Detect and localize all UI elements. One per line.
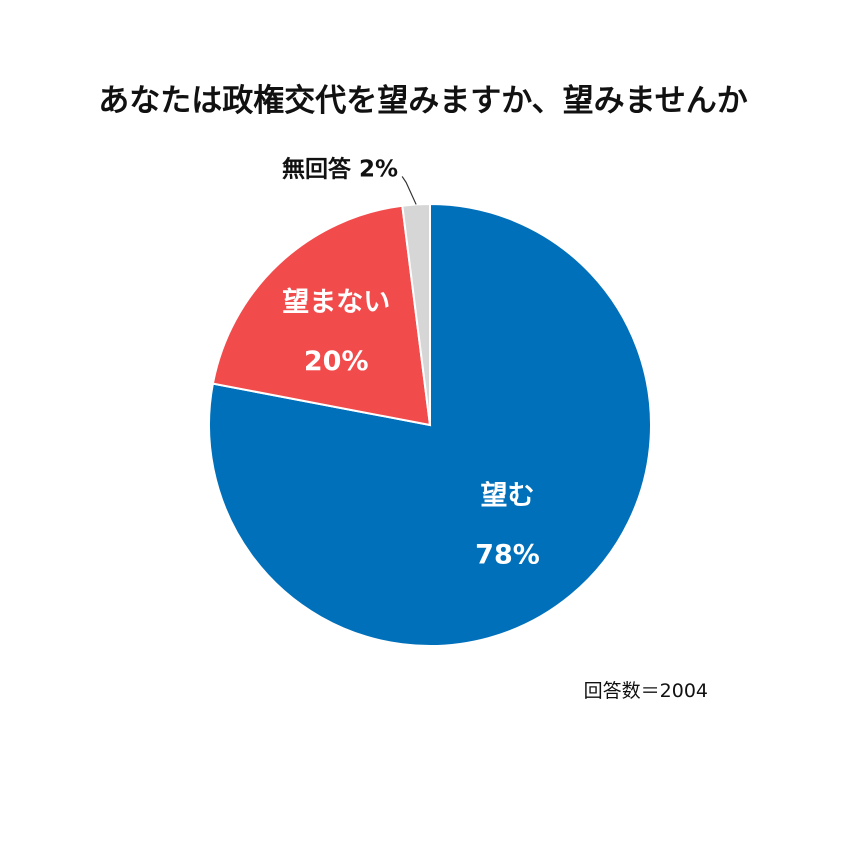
outside-slice-label: 無回答 2% <box>282 155 398 182</box>
slice-value-label: 78% <box>475 540 540 571</box>
leader-line <box>401 176 417 205</box>
slice-name-label: 望む <box>480 481 534 512</box>
pie-slice-3 <box>401 202 431 426</box>
pie-slices <box>208 202 652 647</box>
slice-value-label: 20% <box>304 346 369 377</box>
chart-title: あなたは政権交代を望みますか、望みませんか <box>98 83 747 119</box>
pie-slice-2 <box>211 204 432 427</box>
slice-name-label: 望まない <box>282 287 390 318</box>
pie-labels: 望む 78% 望まない 20% 無回答 2% <box>282 155 540 570</box>
sample-size-note: 回答数＝2004 <box>584 680 708 702</box>
